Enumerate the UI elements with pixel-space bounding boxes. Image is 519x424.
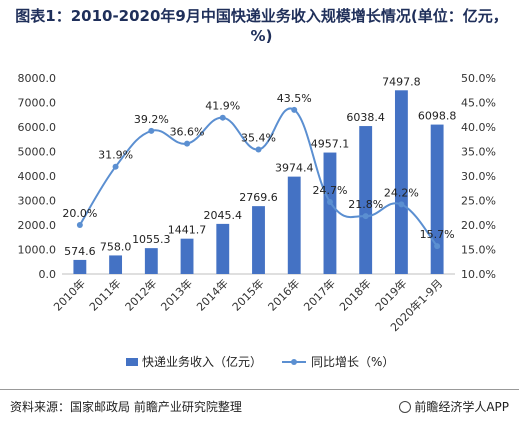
x-tick-label: 2011年 (86, 276, 123, 313)
y-left-tick-label: 4000.0 (18, 170, 57, 183)
bar (394, 90, 408, 275)
source-note: 资料来源：国家邮政局 前瞻产业研究院整理 (10, 400, 242, 414)
footer: 资料来源：国家邮政局 前瞻产业研究院整理 前瞻经济学人APP (0, 389, 519, 424)
y-right-tick-label: 30.0% (461, 170, 496, 183)
bar (430, 124, 444, 274)
line-point (326, 198, 333, 205)
line-value-label: 20.0% (62, 207, 97, 220)
bar-value-label: 2769.6 (239, 191, 278, 204)
line-value-label: 41.9% (205, 100, 240, 113)
x-tick-label: 2015年 (229, 276, 266, 313)
bar-value-label: 1055.3 (132, 233, 171, 246)
bar-value-label: 1441.7 (168, 224, 207, 237)
x-tick-label: 2018年 (336, 276, 373, 313)
y-left-tick-label: 6000.0 (18, 121, 57, 134)
brand-label: 前瞻经济学人APP (414, 400, 509, 414)
line-point (148, 127, 155, 134)
line-value-label: 43.5% (277, 92, 312, 105)
bar-value-label: 574.6 (64, 245, 96, 258)
line-value-label: 24.2% (384, 186, 419, 199)
bar-value-label: 6038.4 (346, 111, 385, 124)
bar (180, 238, 194, 274)
x-tick-label: 2010年 (51, 276, 88, 313)
line-value-label: 39.2% (134, 113, 169, 126)
bar (287, 176, 301, 274)
y-right-tick-label: 20.0% (461, 219, 496, 232)
bar-value-label: 7497.8 (382, 75, 421, 88)
y-left-tick-label: 2000.0 (18, 219, 57, 232)
x-tick-label: 2017年 (301, 276, 338, 313)
bar-value-label: 3974.4 (275, 162, 314, 175)
brand-logo-icon (399, 401, 412, 413)
line-point (184, 140, 191, 147)
y-left-tick-label: 7000.0 (18, 97, 57, 110)
chart-area: 0.0 1000.0 2000.0 3000.0 4000.0 5000.0 6000.0 7… (18, 72, 496, 369)
line-point (362, 213, 369, 220)
y-right-tick-label: 40.0% (461, 121, 496, 134)
bar-value-label: 758.0 (100, 240, 132, 253)
line-point (255, 146, 262, 153)
legend-line-label: 同比增长（%） (311, 355, 394, 369)
legend-bar-label: 快递业务收入（亿元） (142, 354, 262, 369)
y-right-tick-label: 10.0% (461, 268, 496, 281)
line-value-label: 31.9% (98, 149, 133, 162)
chart-title: 图表1：2010-2020年9月中国快递业务收入规模增长情况(单位：亿元，%) (15, 7, 508, 45)
y-right-tick-label: 50.0% (461, 72, 496, 85)
line-point (112, 163, 119, 170)
x-tick-label: 2016年 (265, 276, 302, 313)
bar-value-label: 2045.4 (204, 209, 243, 222)
line-value-label: 21.8% (348, 198, 383, 211)
y-right-tick-label: 35.0% (461, 146, 496, 159)
y-left-tick-label: 0.0 (39, 268, 57, 281)
growth-line (79, 107, 438, 247)
x-tick-label: 2014年 (193, 276, 230, 313)
y-left-tick-label: 5000.0 (18, 146, 57, 159)
x-tick-label: 2012年 (122, 276, 159, 313)
y-right-tick-label: 45.0% (461, 97, 496, 110)
bar (216, 223, 230, 274)
line-value-label: 35.4% (241, 132, 276, 145)
line-value-label: 15.7% (420, 228, 455, 241)
line-value-label: 36.6% (170, 126, 205, 139)
bar (252, 206, 265, 274)
line-value-label: 24.7% (312, 184, 347, 197)
x-tick-label: 2013年 (158, 276, 195, 313)
y-right-tick-label: 25.0% (461, 195, 496, 208)
line-point (219, 114, 226, 121)
line-point (76, 222, 83, 228)
legend-bar-swatch (126, 358, 138, 366)
bar (359, 126, 373, 274)
line-point (291, 106, 298, 113)
brand-label-group: 前瞻经济学人APP (399, 398, 509, 415)
line-point (434, 243, 441, 250)
bar (144, 248, 158, 274)
legend-line-marker (291, 359, 297, 365)
y-left-tick-label: 3000.0 (18, 195, 57, 208)
bar (109, 255, 123, 274)
bar (323, 152, 337, 274)
y-left-tick-label: 1000.0 (18, 244, 57, 257)
bar (73, 259, 87, 274)
bar-value-label: 6098.8 (418, 110, 457, 123)
bar-value-label: 4957.1 (311, 138, 350, 151)
line-point (398, 201, 405, 208)
y-right-tick-label: 15.0% (461, 244, 496, 257)
y-left-tick-label: 8000.0 (18, 72, 57, 85)
